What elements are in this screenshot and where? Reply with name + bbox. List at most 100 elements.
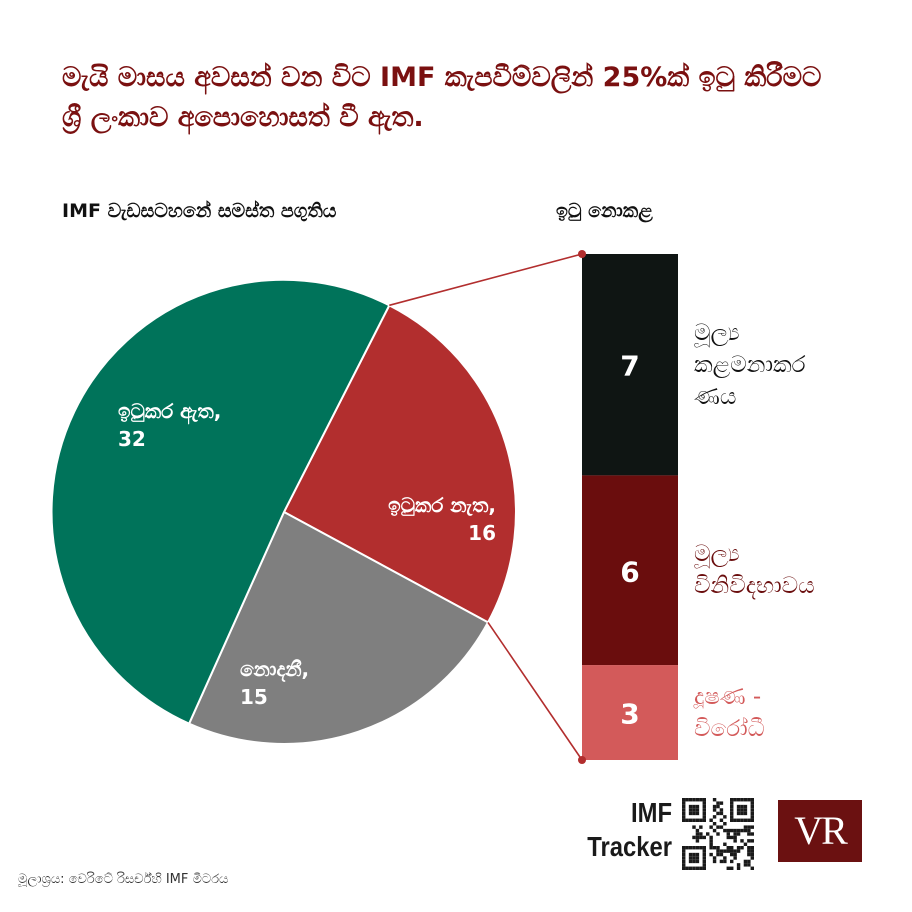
qr-module xyxy=(682,866,686,870)
qr-module xyxy=(692,835,696,840)
qr-module xyxy=(730,835,734,840)
imf-tracker-brand[interactable]: IMF Tracker xyxy=(582,796,672,864)
qr-module xyxy=(688,859,693,864)
bar-segment xyxy=(582,475,678,666)
qr-module xyxy=(743,818,748,822)
pie-slice-label: නොදනී, xyxy=(240,657,309,682)
connector-line-bottom xyxy=(487,621,583,761)
pie-slice-label: ඉටුකර ඇත, xyxy=(118,399,221,425)
qr-module xyxy=(702,818,706,822)
qr-module xyxy=(736,832,741,836)
qr-module xyxy=(733,835,737,840)
qr-module xyxy=(740,846,744,850)
bar-label-line: මූල්‍ය xyxy=(694,320,740,346)
qr-module xyxy=(730,859,734,864)
qr-module xyxy=(699,835,703,840)
qr-module xyxy=(723,842,727,846)
qr-module xyxy=(747,863,751,867)
qr-module xyxy=(709,818,713,822)
qr-code-icon[interactable] xyxy=(682,798,754,870)
qr-module xyxy=(743,828,748,833)
qr-module xyxy=(743,798,748,802)
qr-module xyxy=(747,818,751,822)
qr-module xyxy=(747,832,751,836)
qr-module xyxy=(726,832,730,836)
qr-module xyxy=(688,808,693,812)
qr-module xyxy=(702,798,706,802)
qr-module xyxy=(702,859,706,864)
qr-module xyxy=(750,849,754,853)
qr-module xyxy=(702,856,706,860)
pie-slice xyxy=(187,510,490,745)
qr-module xyxy=(682,818,686,822)
qr-module xyxy=(730,846,734,850)
qr-module xyxy=(699,846,703,850)
qr-module xyxy=(699,866,703,870)
qr-module xyxy=(736,866,741,870)
qr-module xyxy=(695,839,700,843)
qr-module xyxy=(733,818,737,822)
qr-module xyxy=(743,808,748,812)
qr-module xyxy=(712,804,717,809)
qr-module xyxy=(719,825,724,829)
qr-module xyxy=(692,798,696,802)
qr-module xyxy=(723,849,727,853)
qr-module xyxy=(692,856,696,860)
qr-module xyxy=(716,825,720,829)
qr-module xyxy=(712,822,717,826)
qr-module xyxy=(750,804,754,809)
qr-module xyxy=(692,808,696,812)
qr-module xyxy=(695,798,700,802)
pie-subtitle: IMF වැඩසටහනේ සමස්ත පගුතිය xyxy=(62,200,337,222)
qr-module xyxy=(740,828,744,833)
qr-module xyxy=(688,856,693,860)
qr-module xyxy=(716,832,720,836)
qr-module xyxy=(682,859,686,864)
connector-dot-bottom xyxy=(578,756,586,764)
qr-module xyxy=(733,798,737,802)
qr-module xyxy=(702,863,706,867)
qr-module xyxy=(699,798,703,802)
qr-module xyxy=(733,856,737,860)
qr-module xyxy=(743,804,748,809)
qr-module xyxy=(726,866,730,870)
qr-module xyxy=(733,852,737,857)
qr-module xyxy=(750,818,754,822)
qr-module xyxy=(695,808,700,812)
bar-subtitle: ඉටු නොකළ xyxy=(556,200,653,222)
qr-module xyxy=(688,846,693,850)
qr-module xyxy=(747,825,751,829)
qr-module xyxy=(747,828,751,833)
qr-module xyxy=(702,808,706,812)
qr-module xyxy=(712,856,717,860)
qr-module xyxy=(723,856,727,860)
qr-module xyxy=(692,866,696,870)
qr-module xyxy=(688,811,693,816)
qr-module xyxy=(695,846,700,850)
bar-segment-label: මූල්‍ය විනිවිදභාවය xyxy=(694,538,815,602)
qr-module xyxy=(740,811,744,816)
qr-module xyxy=(692,846,696,850)
qr-module xyxy=(747,839,751,843)
qr-module xyxy=(716,849,720,853)
qr-module xyxy=(716,804,720,809)
qr-module xyxy=(733,849,737,853)
qr-module xyxy=(712,815,717,819)
qr-module xyxy=(723,822,727,826)
qr-module xyxy=(682,856,686,860)
qr-module xyxy=(719,808,724,812)
qr-module xyxy=(747,859,751,864)
qr-module xyxy=(750,866,754,870)
qr-module xyxy=(692,804,696,809)
bar-segment-value: 3 xyxy=(620,698,639,731)
qr-module xyxy=(740,818,744,822)
qr-module xyxy=(702,815,706,819)
qr-module xyxy=(692,811,696,816)
qr-module xyxy=(695,804,700,809)
qr-module xyxy=(719,859,724,864)
qr-module xyxy=(750,811,754,816)
bar-segment-value: 7 xyxy=(620,350,639,383)
qr-module xyxy=(736,828,741,833)
qr-module xyxy=(730,808,734,812)
qr-module xyxy=(688,866,693,870)
